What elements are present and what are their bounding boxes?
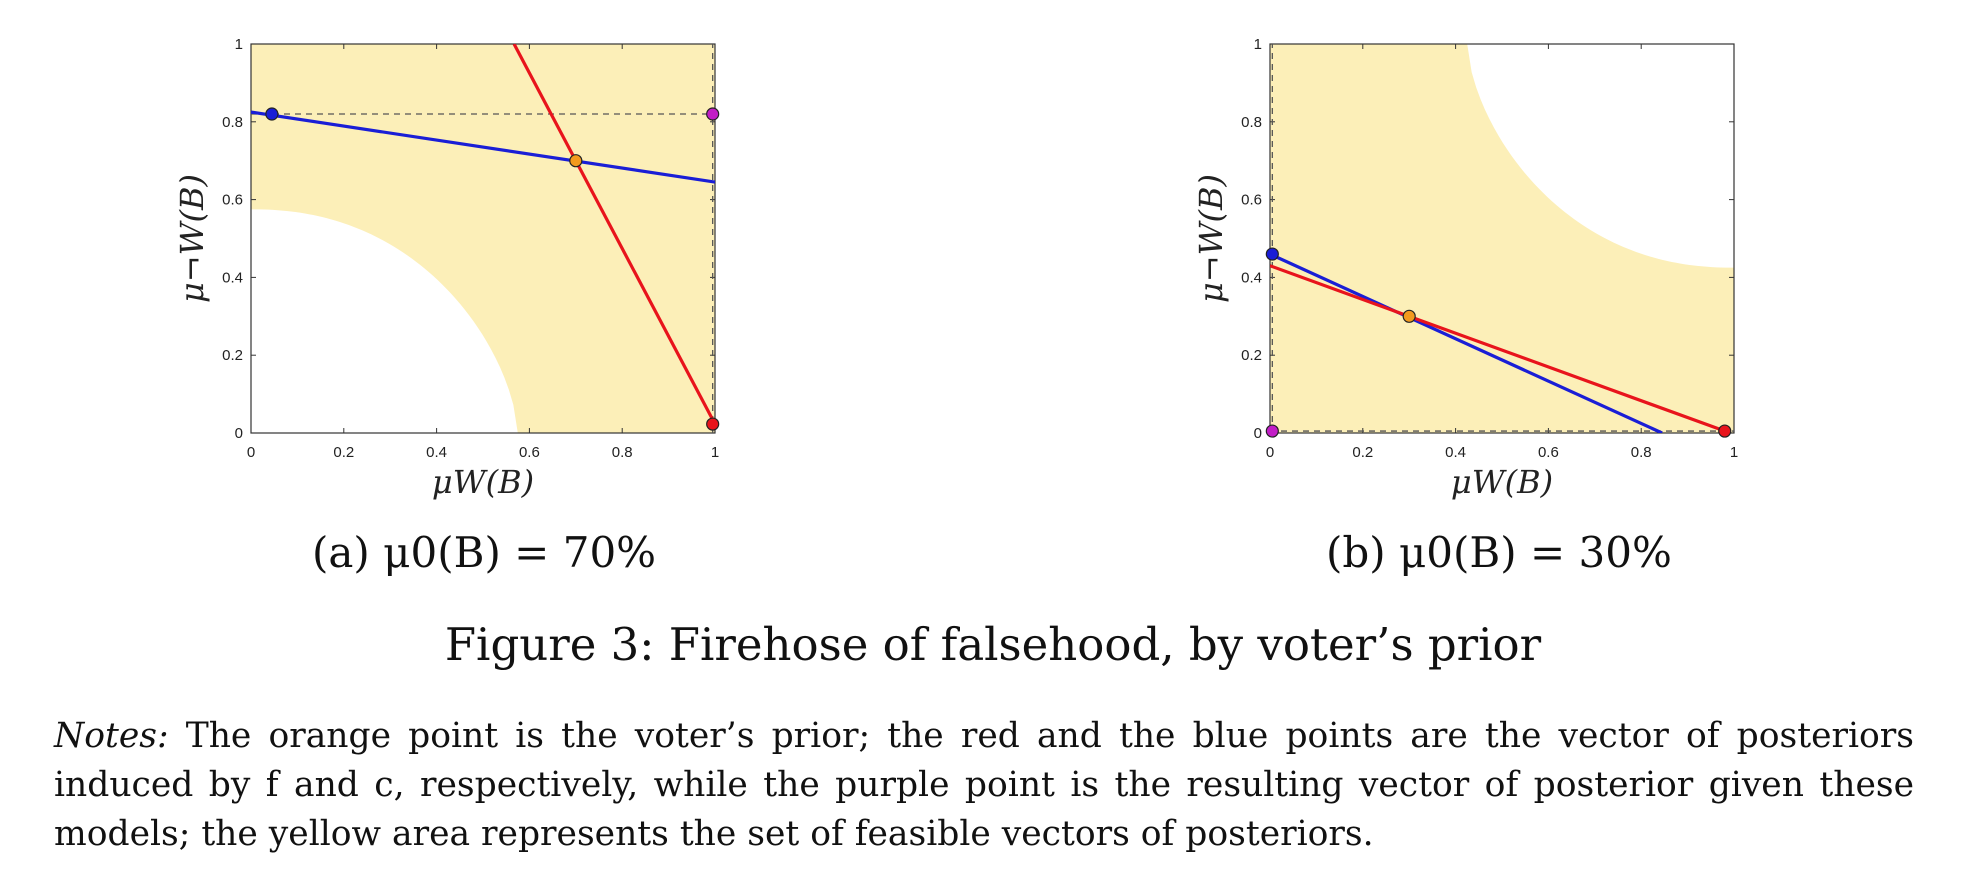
- x-tick-label-b: 1: [1730, 444, 1738, 461]
- plot-frame-b: [1269, 43, 1735, 434]
- y-tick-label-b: 0.8: [1241, 114, 1262, 131]
- blue-point-a: [265, 107, 279, 121]
- feasible-region-b: [1270, 44, 1734, 433]
- x-tick-label-b: 0.2: [1352, 444, 1373, 461]
- x-axis-label-a: μW(B): [432, 463, 534, 501]
- x-tick-label-b: 0.6: [1538, 444, 1559, 461]
- purple-point-a: [706, 107, 720, 121]
- figure-notes: Notes: The orange point is the voter’s p…: [54, 712, 1914, 859]
- y-tick-label-a: 1: [235, 36, 243, 53]
- y-tick-label-b: 0.6: [1241, 192, 1262, 209]
- figure-caption: Figure 3: Firehose of falsehood, by vote…: [444, 618, 1542, 671]
- red-point-a: [706, 417, 720, 431]
- notes-text: The orange point is the voter’s prior; t…: [54, 716, 1914, 854]
- orange-point-a: [569, 154, 583, 168]
- y-tick-label-a: 0.8: [222, 114, 243, 131]
- x-tick-label-a: 0: [247, 444, 255, 461]
- y-tick-label-a: 0.6: [222, 192, 243, 209]
- chart-panel-a: 0 0.2 0.4 0.6 0.8 1 0 0.2 0.4 0.6 0.8 1 μW(B) μ¬W(B) …: [0, 0, 993, 577]
- y-tick-label-a: 0.2: [222, 347, 243, 364]
- x-axis-label-b: μW(B): [1451, 463, 1553, 501]
- x-tick-label-a: 0.4: [426, 444, 447, 461]
- orange-point-b: [1402, 309, 1416, 323]
- x-tick-label-a: 0.8: [612, 444, 633, 461]
- subcaption-b-formula: μ0(B) = 30%: [1399, 528, 1672, 577]
- feasible-region-a: [251, 44, 715, 433]
- red-point-b: [1718, 424, 1732, 438]
- y-tick-label-b: 0: [1254, 425, 1262, 442]
- notes-lead: Notes:: [54, 716, 169, 756]
- x-tick-label-b: 0.8: [1631, 444, 1652, 461]
- subcaption-a-prefix: (a): [312, 528, 384, 577]
- plot-frame-a: [250, 43, 716, 434]
- blue-point-b: [1265, 247, 1279, 261]
- x-tick-label-b: 0.4: [1445, 444, 1466, 461]
- y-axis-label-b: μ¬W(B): [1192, 174, 1230, 303]
- x-tick-label-a: 0.2: [333, 444, 354, 461]
- x-tick-label-a: 1: [711, 444, 719, 461]
- chart-a: 0 0.2 0.4 0.6 0.8 1 0 0.2 0.4 0.6 0.8 1 μW(B) μ¬W(B): [173, 36, 720, 501]
- subcaption-a: (a) μ0(B) = 70%: [312, 528, 656, 577]
- purple-point-b: [1265, 424, 1279, 438]
- chart-b: 0 0.2 0.4 0.6 0.8 1 0 0.2 0.4 0.6 0.8 1 μW(B) μ¬W(B): [1192, 36, 1738, 501]
- y-tick-label-a: 0: [235, 425, 243, 442]
- x-tick-label-b: 0: [1266, 444, 1274, 461]
- y-tick-label-b: 0.2: [1241, 347, 1262, 364]
- red-line-a: [512, 44, 715, 425]
- subcaption-b-prefix: (b): [1326, 528, 1400, 577]
- y-axis-label-a: μ¬W(B): [173, 174, 211, 303]
- subcaption-b: (b) μ0(B) = 30%: [1326, 528, 1672, 577]
- red-line-b: [1270, 264, 1726, 433]
- chart-panel-b: 0 0.2 0.4 0.6 0.8 1 0 0.2 0.4 0.6 0.8 1 μW(B) μ¬W(B) …: [993, 0, 1986, 577]
- blue-line-a: [251, 110, 715, 184]
- blue-line-b: [1270, 252, 1663, 433]
- subcaption-a-formula: μ0(B) = 70%: [383, 528, 657, 577]
- y-tick-label-b: 0.4: [1241, 269, 1262, 286]
- x-tick-label-a: 0.6: [519, 444, 540, 461]
- y-tick-label-b: 1: [1254, 36, 1262, 53]
- y-tick-label-a: 0.4: [222, 269, 243, 286]
